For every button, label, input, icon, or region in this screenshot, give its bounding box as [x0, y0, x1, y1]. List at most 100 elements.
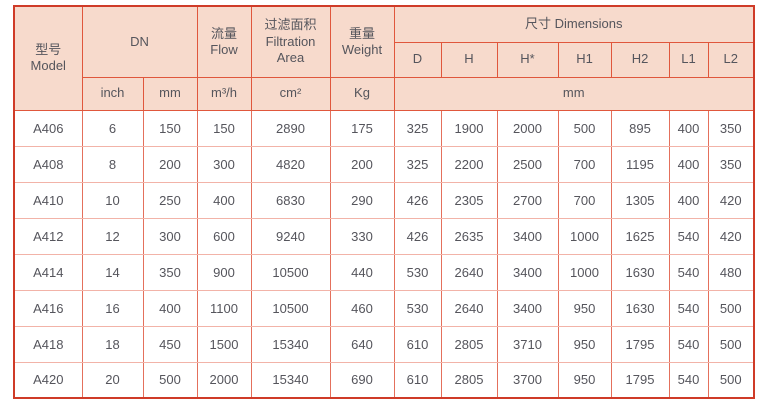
value-cell: 2640 [440, 289, 498, 327]
value-cell: 1195 [610, 145, 670, 183]
value-cell: 895 [610, 109, 670, 147]
value-cell: 540 [668, 325, 709, 363]
value-cell: 200 [329, 145, 395, 183]
model-cell: A416 [13, 289, 83, 327]
model-cell: A414 [13, 253, 83, 291]
value-cell: 6 [81, 109, 144, 147]
value-cell: 480 [707, 253, 755, 291]
value-cell: 900 [196, 253, 252, 291]
value-cell: 3710 [496, 325, 559, 363]
value-cell: 350 [707, 109, 755, 147]
value-cell: 2200 [440, 145, 498, 183]
value-cell: 10500 [250, 289, 331, 327]
value-cell: 426 [393, 181, 442, 219]
value-cell: 950 [557, 361, 612, 399]
model-cell: A418 [13, 325, 83, 363]
value-cell: 12 [81, 217, 144, 255]
value-cell: 540 [668, 289, 709, 327]
value-cell: 420 [707, 217, 755, 255]
value-cell: 600 [196, 217, 252, 255]
value-cell: 1000 [557, 253, 612, 291]
value-cell: 14 [81, 253, 144, 291]
value-cell: 400 [668, 109, 709, 147]
table-row: A410 10 250 400 6830 290 426 2305 2700 700 1305 400… [13, 181, 755, 219]
value-cell: 500 [707, 289, 755, 327]
value-cell: 150 [142, 109, 198, 147]
unit-dn-mm: mm [142, 76, 198, 111]
value-cell: 330 [329, 217, 395, 255]
value-cell: 530 [393, 253, 442, 291]
value-cell: 15340 [250, 325, 331, 363]
value-cell: 690 [329, 361, 395, 399]
value-cell: 400 [142, 289, 198, 327]
model-cell: A410 [13, 181, 83, 219]
value-cell: 700 [557, 145, 612, 183]
value-cell: 16 [81, 289, 144, 327]
value-cell: 1795 [610, 325, 670, 363]
value-cell: 2805 [440, 361, 498, 399]
value-cell: 325 [393, 145, 442, 183]
value-cell: 540 [668, 361, 709, 399]
value-cell: 1500 [196, 325, 252, 363]
value-cell: 400 [196, 181, 252, 219]
product-spec-table: 型号 Model DN 流量 Flow 过滤面积 Filtration Area… [13, 5, 755, 399]
value-cell: 500 [142, 361, 198, 399]
unit-filtration: cm² [250, 76, 331, 111]
value-cell: 2635 [440, 217, 498, 255]
unit-flow: m³/h [196, 76, 252, 111]
value-cell: 300 [196, 145, 252, 183]
value-cell: 20 [81, 361, 144, 399]
unit-dn-inch: inch [81, 76, 144, 111]
header-model: 型号 Model [13, 5, 83, 111]
value-cell: 1795 [610, 361, 670, 399]
value-cell: 540 [668, 253, 709, 291]
value-cell: 1100 [196, 289, 252, 327]
unit-weight: Kg [329, 76, 395, 111]
table-body: A406 6 150 150 2890 175 325 1900 2000 500 895 400 35… [13, 109, 755, 399]
table-row: A406 6 150 150 2890 175 325 1900 2000 500 895 400 35… [13, 109, 755, 147]
table-row: A420 20 500 2000 15340 690 610 2805 3700 950 1795 5… [13, 361, 755, 399]
value-cell: 1630 [610, 289, 670, 327]
value-cell: 450 [142, 325, 198, 363]
value-cell: 290 [329, 181, 395, 219]
header-flow: 流量 Flow [196, 5, 252, 78]
value-cell: 400 [668, 145, 709, 183]
value-cell: 3400 [496, 289, 559, 327]
header-dim-h2: H2 [610, 41, 670, 78]
value-cell: 530 [393, 289, 442, 327]
value-cell: 2805 [440, 325, 498, 363]
header-dn: DN [81, 5, 198, 78]
table-row: A416 16 400 1100 10500 460 530 2640 3400 950 1630 5… [13, 289, 755, 327]
header-dim-l2: L2 [707, 41, 755, 78]
value-cell: 9240 [250, 217, 331, 255]
value-cell: 2500 [496, 145, 559, 183]
value-cell: 950 [557, 325, 612, 363]
value-cell: 500 [707, 361, 755, 399]
value-cell: 2700 [496, 181, 559, 219]
model-cell: A412 [13, 217, 83, 255]
value-cell: 460 [329, 289, 395, 327]
value-cell: 200 [142, 145, 198, 183]
value-cell: 300 [142, 217, 198, 255]
value-cell: 350 [142, 253, 198, 291]
model-cell: A408 [13, 145, 83, 183]
value-cell: 426 [393, 217, 442, 255]
value-cell: 3700 [496, 361, 559, 399]
table-row: A414 14 350 900 10500 440 530 2640 3400 1000 1630 5… [13, 253, 755, 291]
value-cell: 250 [142, 181, 198, 219]
value-cell: 950 [557, 289, 612, 327]
header-row-units: inch mm m³/h cm² Kg mm [14, 76, 755, 111]
value-cell: 2640 [440, 253, 498, 291]
header-weight: 重量 Weight [329, 5, 395, 78]
value-cell: 15340 [250, 361, 331, 399]
value-cell: 175 [329, 109, 395, 147]
value-cell: 640 [329, 325, 395, 363]
value-cell: 540 [668, 217, 709, 255]
table-row: A408 8 200 300 4820 200 325 2200 2500 700 1195 400 3… [13, 145, 755, 183]
value-cell: 4820 [250, 145, 331, 183]
unit-dimensions: mm [393, 76, 755, 111]
header-dimensions: 尺寸 Dimensions [393, 5, 755, 43]
header-filtration-area: 过滤面积 Filtration Area [250, 5, 331, 78]
model-cell: A420 [13, 361, 83, 399]
value-cell: 500 [557, 109, 612, 147]
